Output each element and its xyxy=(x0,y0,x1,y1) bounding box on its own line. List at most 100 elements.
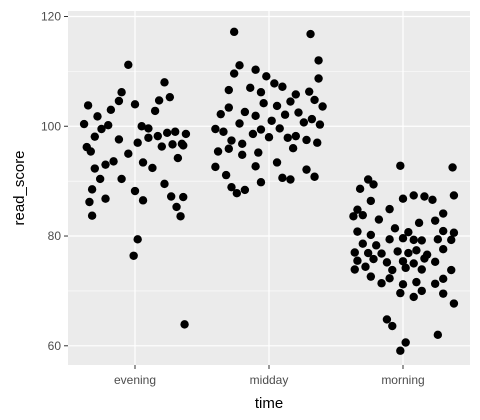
data-point xyxy=(382,315,392,324)
data-point xyxy=(430,257,440,267)
data-point xyxy=(227,182,236,192)
data-point xyxy=(82,142,91,152)
data-point xyxy=(409,292,418,302)
data-point xyxy=(224,85,233,95)
data-point xyxy=(251,162,260,171)
data-point xyxy=(412,246,421,255)
data-point xyxy=(162,128,172,138)
data-point xyxy=(229,27,239,37)
data-point xyxy=(181,129,191,139)
data-point xyxy=(396,161,405,170)
data-point xyxy=(314,74,323,83)
data-point xyxy=(377,279,386,288)
data-point xyxy=(104,120,113,130)
data-point xyxy=(350,265,359,274)
data-point xyxy=(369,180,378,189)
data-point xyxy=(221,170,231,180)
data-point xyxy=(353,205,362,214)
data-point xyxy=(396,346,405,355)
data-point xyxy=(109,157,118,166)
data-point xyxy=(165,92,175,102)
data-point xyxy=(148,163,157,173)
data-point xyxy=(216,109,225,119)
data-point xyxy=(280,110,290,119)
data-point xyxy=(353,256,362,265)
data-point xyxy=(299,118,309,127)
data-point xyxy=(291,131,300,141)
data-point xyxy=(314,56,323,65)
data-point xyxy=(166,192,176,201)
data-point xyxy=(302,165,311,174)
data-point xyxy=(219,127,228,136)
data-point xyxy=(288,144,298,153)
data-point xyxy=(291,90,300,99)
data-point xyxy=(439,289,448,298)
data-point xyxy=(449,228,459,237)
data-point xyxy=(171,127,180,136)
data-point xyxy=(412,277,421,287)
data-point xyxy=(385,204,394,214)
data-point xyxy=(385,235,394,244)
data-point xyxy=(366,272,376,281)
y-tick-label: 100 xyxy=(41,119,61,133)
data-point xyxy=(160,179,169,189)
data-point xyxy=(130,100,140,109)
data-point xyxy=(176,212,185,221)
data-point xyxy=(93,112,102,121)
data-point xyxy=(211,162,220,172)
data-point xyxy=(124,149,133,158)
data-point xyxy=(168,140,177,149)
data-point xyxy=(428,195,437,204)
data-point xyxy=(366,196,376,206)
data-point xyxy=(180,320,189,329)
data-point xyxy=(449,191,459,200)
data-point xyxy=(97,124,106,134)
data-point xyxy=(85,197,94,207)
data-point xyxy=(259,99,268,108)
data-point xyxy=(417,265,426,274)
x-tick-label: midday xyxy=(250,373,289,387)
data-point xyxy=(363,248,373,258)
x-axis-title: time xyxy=(255,395,283,412)
data-point xyxy=(90,164,100,173)
data-point xyxy=(361,262,370,271)
data-point xyxy=(144,124,153,133)
data-point xyxy=(310,172,319,181)
data-point xyxy=(393,247,402,256)
data-point xyxy=(130,186,140,196)
data-point xyxy=(439,244,448,254)
data-point xyxy=(272,101,282,111)
data-point xyxy=(430,216,440,225)
data-point xyxy=(374,215,384,224)
y-axis-title: read_score xyxy=(11,150,28,225)
data-point xyxy=(272,158,282,167)
data-point xyxy=(439,274,448,284)
data-point xyxy=(129,251,138,260)
data-point xyxy=(363,175,373,184)
data-point xyxy=(138,196,148,205)
data-point xyxy=(353,227,362,236)
data-point xyxy=(251,65,260,74)
data-point xyxy=(305,87,314,96)
data-point xyxy=(377,249,386,258)
data-point xyxy=(114,96,124,106)
data-point xyxy=(398,234,408,243)
data-point xyxy=(283,133,292,142)
data-point xyxy=(246,83,255,93)
x-tick-label: morning xyxy=(381,373,424,387)
data-point xyxy=(448,163,457,172)
data-point xyxy=(385,274,394,283)
data-point xyxy=(173,153,183,163)
data-point xyxy=(294,108,303,117)
data-point xyxy=(369,254,378,264)
data-point xyxy=(144,133,153,142)
data-point xyxy=(433,235,443,244)
data-point xyxy=(398,257,408,266)
data-point xyxy=(388,265,397,275)
data-point xyxy=(133,138,142,147)
data-point xyxy=(232,189,242,198)
data-point xyxy=(409,235,418,245)
data-point xyxy=(307,114,317,124)
data-point xyxy=(390,224,400,233)
data-point xyxy=(409,191,418,200)
